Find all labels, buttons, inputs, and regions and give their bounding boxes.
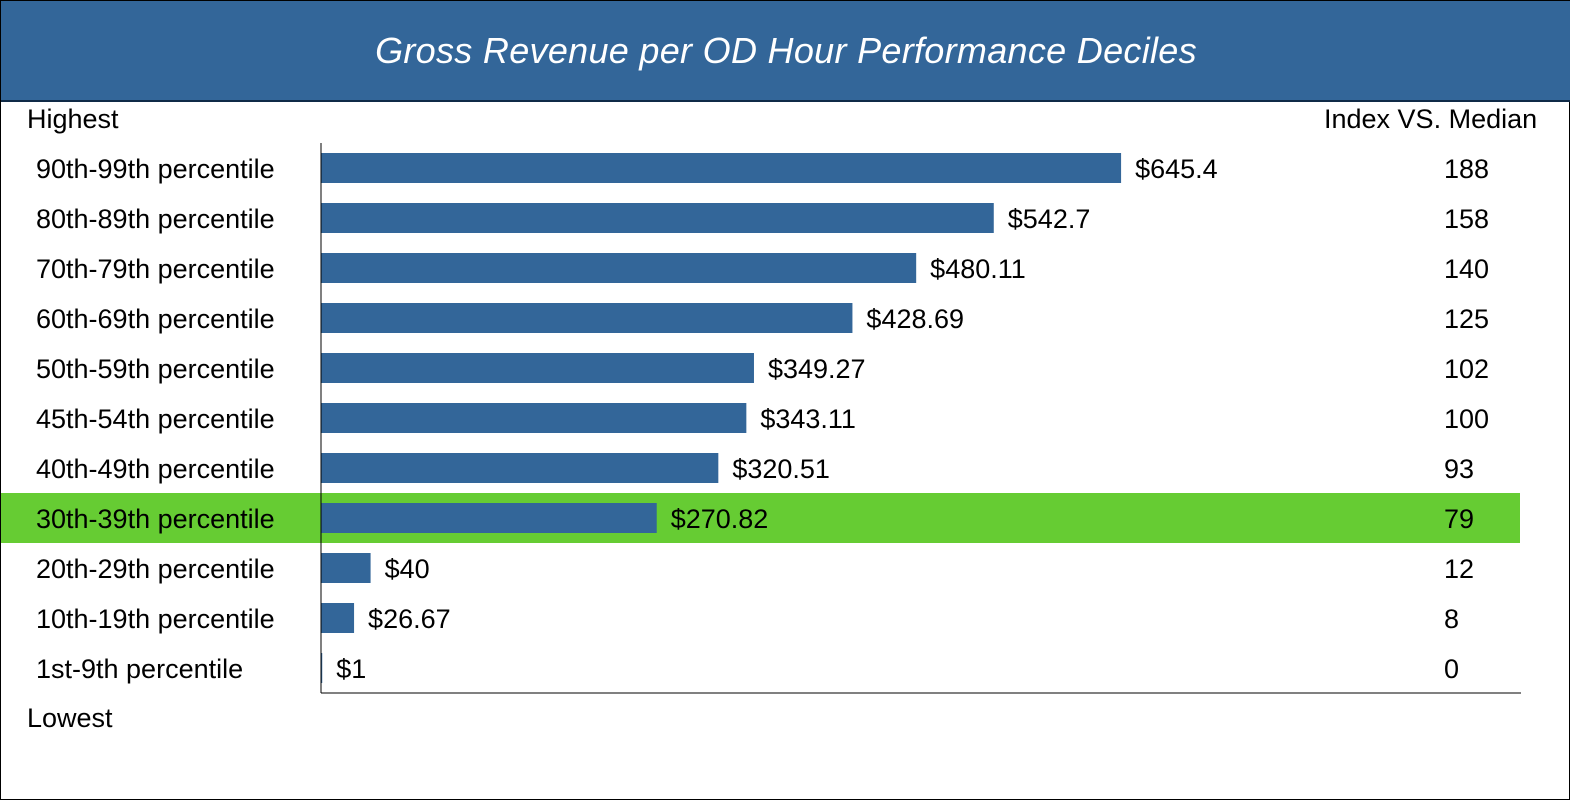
bar	[321, 303, 853, 333]
bar	[321, 503, 657, 533]
category-label: 40th-49th percentile	[36, 454, 275, 484]
value-label: $270.82	[671, 504, 769, 534]
index-value: 8	[1444, 604, 1459, 634]
bar	[321, 453, 719, 483]
bar	[321, 553, 371, 583]
index-value: 12	[1444, 554, 1474, 584]
category-label: 80th-89th percentile	[36, 204, 275, 234]
category-label: 1st-9th percentile	[36, 654, 243, 684]
bar	[321, 153, 1122, 183]
category-label: 20th-29th percentile	[36, 554, 275, 584]
category-label: 70th-79th percentile	[36, 254, 275, 284]
value-label: $26.67	[368, 604, 451, 634]
value-label: $320.51	[732, 454, 830, 484]
index-value: 140	[1444, 254, 1489, 284]
index-value: 158	[1444, 204, 1489, 234]
bar	[321, 403, 747, 433]
category-label: 50th-59th percentile	[36, 354, 275, 384]
value-label: $1	[336, 654, 366, 684]
index-value: 0	[1444, 654, 1459, 684]
bar	[321, 353, 754, 383]
value-label: $645.4	[1135, 154, 1218, 184]
value-label: $542.7	[1008, 204, 1091, 234]
highest-label: Highest	[27, 104, 119, 134]
index-value: 188	[1444, 154, 1489, 184]
value-label: $428.69	[866, 304, 964, 334]
index-value: 100	[1444, 404, 1489, 434]
title-bar: Gross Revenue per OD Hour Performance De…	[1, 1, 1570, 102]
category-label: 10th-19th percentile	[36, 604, 275, 634]
index-value: 79	[1444, 504, 1474, 534]
category-label: 30th-39th percentile	[36, 504, 275, 534]
chart-title: Gross Revenue per OD Hour Performance De…	[375, 29, 1197, 71]
index-value: 93	[1444, 454, 1474, 484]
value-label: $349.27	[768, 354, 866, 384]
index-value: 125	[1444, 304, 1489, 334]
category-label: 60th-69th percentile	[36, 304, 275, 334]
highlight-band	[1, 493, 1520, 543]
bar	[321, 653, 323, 683]
value-label: $480.11	[930, 254, 1026, 284]
lowest-label: Lowest	[27, 703, 113, 733]
bar	[321, 253, 917, 283]
bar	[321, 603, 355, 633]
index-header: Index VS. Median	[1324, 104, 1538, 134]
bar	[321, 203, 994, 233]
category-label: 90th-99th percentile	[36, 154, 275, 184]
category-label: 45th-54th percentile	[36, 404, 275, 434]
value-label: $343.11	[760, 404, 856, 434]
index-value: 102	[1444, 354, 1489, 384]
value-label: $40	[385, 554, 430, 584]
